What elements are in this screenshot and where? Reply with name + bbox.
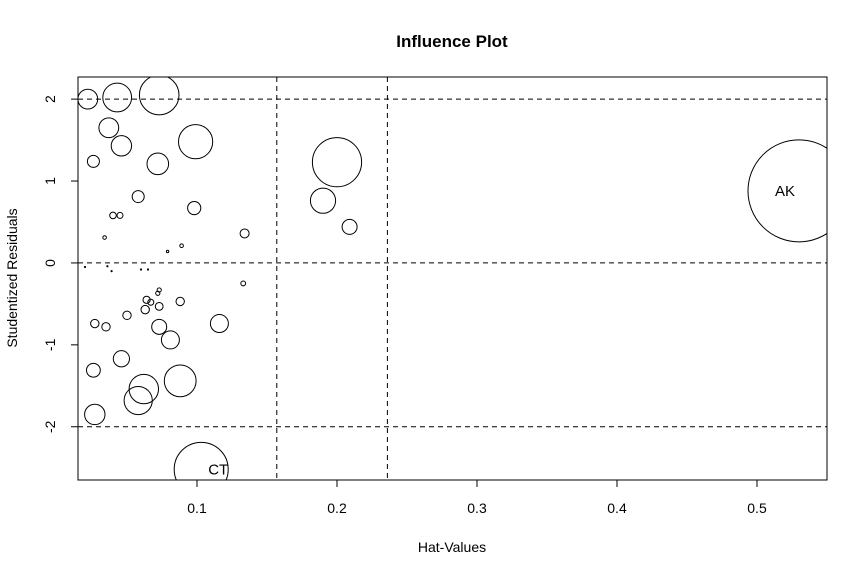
- data-point: [142, 295, 151, 304]
- data-point: [131, 190, 145, 204]
- data-point: [341, 218, 358, 235]
- point-label: AK: [775, 183, 795, 200]
- y-tick-label: 2: [42, 95, 58, 103]
- reference-lines: [78, 77, 827, 480]
- data-point: [123, 385, 153, 416]
- data-point: [175, 296, 185, 307]
- data-point: [178, 124, 214, 160]
- x-tick-label: 0.1: [187, 500, 207, 516]
- data-point: [110, 270, 113, 273]
- data-point: [187, 200, 202, 216]
- point-labels: AK CT: [208, 183, 795, 478]
- data-point: [112, 350, 131, 368]
- data-point: [163, 364, 197, 398]
- data-point: [101, 322, 111, 332]
- data-point: [179, 243, 184, 249]
- data-point: [116, 211, 124, 219]
- data-point: [138, 77, 180, 116]
- data-point: [86, 154, 100, 168]
- data-point: [311, 137, 363, 188]
- data-point: [173, 441, 229, 480]
- data-point: [140, 304, 150, 315]
- data-point: [151, 318, 168, 335]
- data-point: [83, 265, 87, 269]
- data-point: [110, 135, 133, 157]
- y-tick-label: -2: [42, 420, 58, 433]
- x-tick-label: 0.2: [327, 500, 347, 516]
- data-point: [102, 82, 133, 113]
- x-tick-label: 0.5: [747, 500, 767, 516]
- data-point: [147, 298, 155, 306]
- chart-title: Influence Plot: [396, 32, 508, 51]
- data-point: [84, 403, 106, 426]
- data-point: [98, 117, 120, 139]
- data-point: [102, 235, 107, 240]
- data-point: [109, 211, 117, 220]
- data-point: [209, 314, 229, 334]
- data-point: [146, 152, 170, 176]
- y-tick-label: 1: [42, 177, 58, 185]
- bubbles: [78, 77, 827, 480]
- data-point: [160, 330, 180, 350]
- data-point: [90, 318, 100, 329]
- data-point: [86, 362, 101, 378]
- data-point: [139, 268, 143, 271]
- x-tick-label: 0.3: [467, 500, 487, 516]
- point-label: CT: [208, 461, 228, 478]
- data-point: [106, 265, 109, 268]
- data-point: [122, 310, 132, 321]
- data-point: [128, 373, 160, 405]
- data-point: [154, 301, 164, 311]
- data-point: [309, 187, 337, 214]
- data-point: [78, 88, 99, 110]
- x-axis-label: Hat-Values: [418, 539, 486, 555]
- data-point: [747, 139, 827, 243]
- data-point: [240, 280, 247, 287]
- y-tick-label: 0: [42, 259, 58, 267]
- data-point: [165, 249, 170, 254]
- y-axis-label: Studentized Residuals: [4, 208, 20, 347]
- y-tick-label: -1: [42, 338, 58, 351]
- data-point: [239, 228, 250, 239]
- plot-frame: [77, 76, 828, 481]
- x-tick-label: 0.4: [607, 500, 627, 516]
- data-point: [146, 268, 150, 271]
- data-point: [155, 290, 161, 296]
- axes: 0.1 0.2 0.3 0.4 0.5 -2 -1 0 1 2: [42, 76, 828, 516]
